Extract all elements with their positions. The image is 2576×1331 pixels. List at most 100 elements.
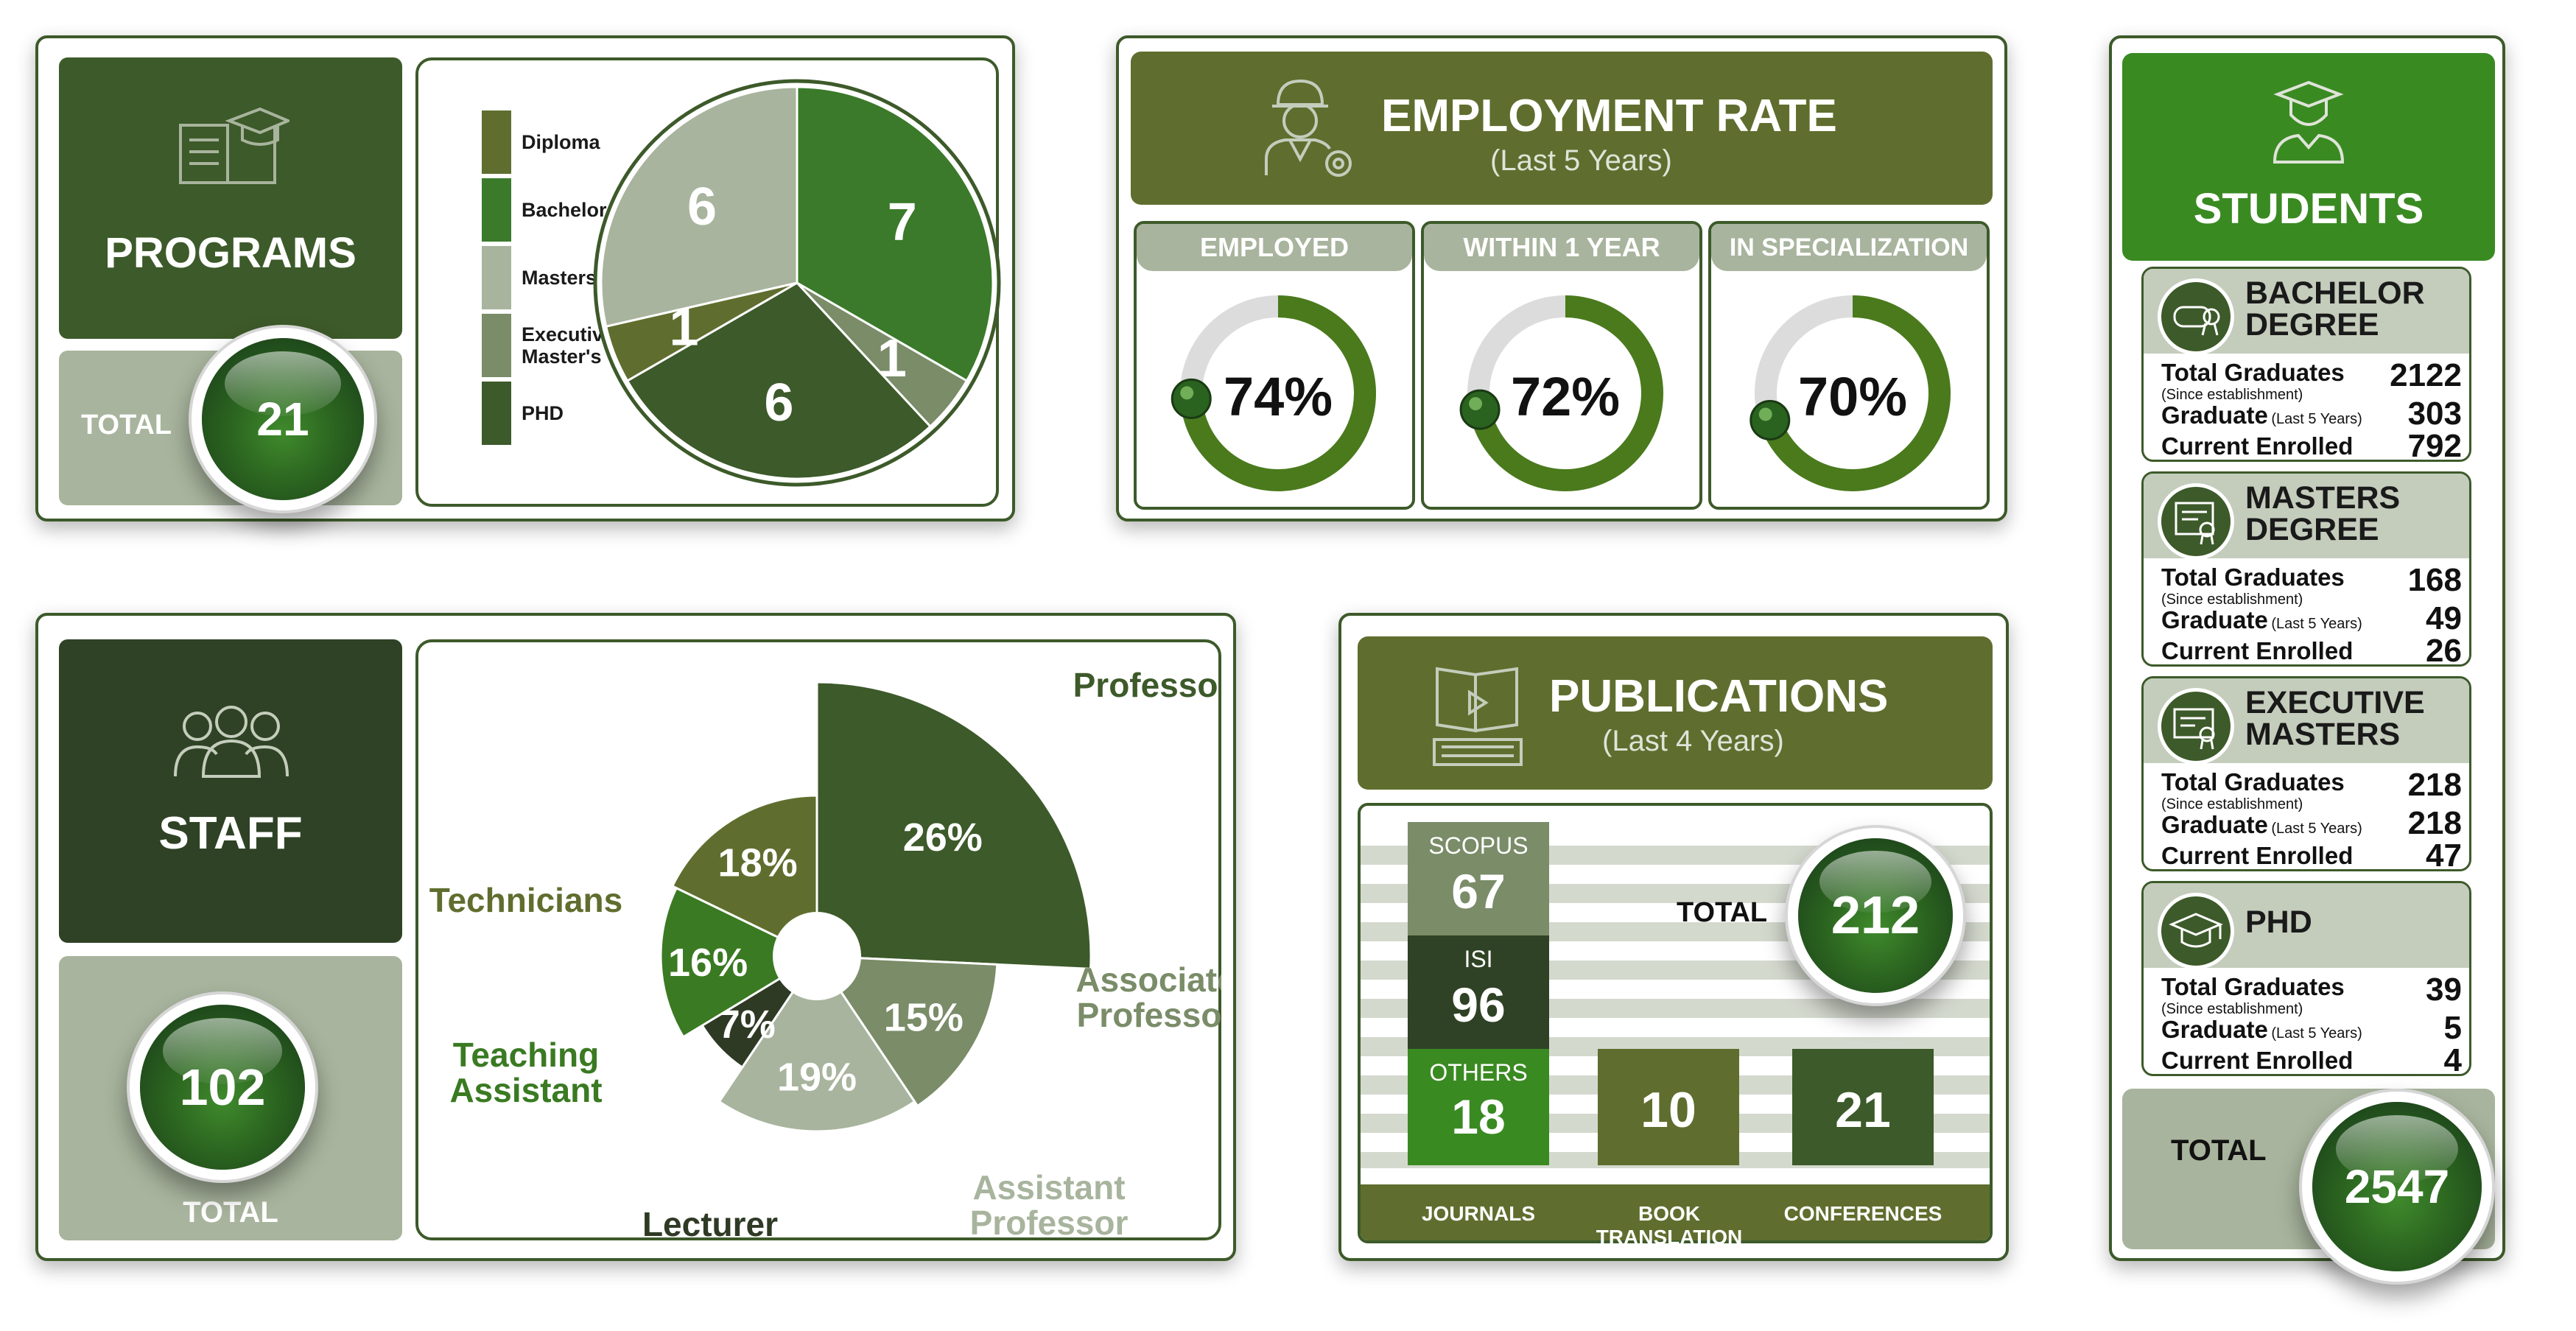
isi-bar: ISI 96 [1408,935,1549,1049]
programs-title: PROGRAMS [105,229,357,277]
masters-graduate-value: 49 [2426,600,2462,636]
executive-total-graduates-value: 218 [2407,767,2462,803]
staff-total-orb: 102 [140,1005,305,1170]
masters-total-graduates-row: Total Graduates 168 (Since establishment) [2161,562,2462,608]
scopus-value: 67 [1451,864,1506,919]
publications-header: PUBLICATIONS (Last 4 Years) [1358,636,1993,790]
masters-graduate-label: Graduate [2161,606,2268,633]
executive-graduate-label: Graduate [2161,811,2268,838]
phd-current-value: 4 [2443,1042,2462,1076]
pie-slice-bachelor [796,85,994,383]
in-specialization-value: 70% [1797,366,1908,427]
rose-label-assistant-professor: Assistant [972,1168,1125,1207]
phd-title: PHD [2245,907,2312,938]
legend-executive-masters-label: Executive Master's [522,323,615,368]
rose-slice-associate-professor [815,955,999,1108]
masters-degree-title-2: DEGREE [2245,512,2379,547]
in-specialization-donut [1749,295,1951,491]
employment-panel: EMPLOYMENT RATE (Last 5 Years) EMPLOYED … [1116,35,2007,521]
executive-masters-title-2: MASTERS [2245,717,2401,752]
staff-title: STAFF [158,808,303,859]
executive-masters-title: EXECUTIVE MASTERS [2245,687,2425,751]
rose-label-technicians: Technicians [429,881,622,919]
book-translation-value: 10 [1640,1082,1696,1138]
bachelor-graduate-label: Graduate [2161,401,2268,429]
programs-title-box: PROGRAMS [59,57,402,339]
employed-card: EMPLOYED 74% [1134,221,1415,510]
publications-panel: PUBLICATIONS (Last 4 Years) SCOPUS 67 IS… [1338,613,2009,1261]
book-translation-bar: 10 [1598,1049,1739,1165]
staff-rose-chart: 26%Professor15%AssociateProfessor19%Assi… [429,666,1221,1240]
publications-subtitle: (Last 4 Years) [1602,725,1784,757]
masters-current-value: 26 [2426,633,2462,667]
legend-bachelor: Bachelor [482,178,607,242]
phd-section: PHD Total Graduates 39 (Since establishmen… [2141,881,2471,1076]
rose-slice-technicians [670,794,818,958]
phd-current-label: Current Enrolled [2161,1047,2354,1074]
pie-label-masters: 6 [687,178,717,236]
bachelor-current-row: Current Enrolled 792 [2161,428,2462,460]
category-bar [1361,1184,1990,1240]
in-specialization-card: IN SPECIALIZATION 70% [1708,221,1990,510]
rose-label-lecturer: Lecturer [642,1205,778,1240]
computer-book-icon [1433,667,1523,766]
employment-header: EMPLOYMENT RATE (Last 5 Years) [1131,52,1993,205]
category-book-translation: BOOK TRANSLATION [1596,1202,1743,1249]
legend-diploma-label: Diploma [522,131,600,153]
executive-graduate-value: 218 [2407,805,2462,841]
phd-total-graduates-row: Total Graduates 39 (Since establishment) [2161,972,2462,1018]
legend-executive-masters: Executive Master's [482,314,614,377]
category-journals: JOURNALS [1421,1202,1535,1225]
masters-graduate-row: Graduate (Last 5 Years) 49 [2161,600,2462,636]
executive-total-graduates-label: Total Graduates [2161,768,2345,796]
students-total-label: TOTAL [2171,1134,2267,1167]
rose-center-hole [773,912,861,1000]
employment-title: EMPLOYMENT RATE [1381,91,1837,141]
graduation-cap-icon [2161,896,2231,966]
rose-label-teaching-assistant-2: Assistant [449,1071,602,1109]
others-label: OTHERS [1429,1059,1528,1086]
executive-total-graduates-row: Total Graduates 218 (Since establishment) [2161,767,2462,813]
bachelor-degree-section: BACHELOR DEGREE Total Graduates 2122 (Since… [2141,267,2471,462]
masters-since-label: (Since establishment) [2161,591,2303,608]
rose-value-technicians: 18% [718,841,798,885]
rose-value-assistant-professor: 19% [777,1055,857,1099]
rose-value-professor: 26% [903,815,983,860]
legend-masters-label: Masters [522,267,597,289]
bachelor-graduate-value: 303 [2407,396,2462,432]
rose-slice-teaching-assistant [659,886,820,1039]
employed-donut [1171,295,1376,491]
students-total-orb: 2547 [2312,1102,2482,1271]
students-title: STUDENTS [2193,185,2424,233]
book-graduation-icon [179,107,289,184]
students-total-value: 2547 [2344,1160,2450,1213]
programs-panel: PROGRAMS TOTAL 21 Diploma Bachelor Maste… [35,35,1015,521]
phd-graduate-value: 5 [2443,1010,2462,1046]
donut-knob-highlight [1758,407,1772,421]
within-one-year-donut [1459,295,1663,491]
pie-label-bachelor: 7 [888,193,917,252]
publications-total-label: TOTAL [1677,897,1768,928]
executive-current-row: Current Enrolled 47 [2161,837,2462,869]
legend-diploma: Diploma [482,110,600,174]
bachelor-degree-title-2: DEGREE [2245,307,2379,343]
students-header: STUDENTS [2122,53,2495,261]
within-one-year-label: WITHIN 1 YEAR [1424,224,1699,271]
masters-total-graduates-value: 168 [2407,562,2462,598]
bachelor-total-graduates-value: 2122 [2390,357,2462,393]
within-one-year-card: WITHIN 1 YEAR 72% [1421,221,1702,510]
executive-graduate-row: Graduate (Last 5 Years) 218 [2161,805,2462,841]
scopus-label: SCOPUS [1428,832,1529,859]
donut-knob-highlight [1180,386,1194,400]
executive-current-label: Current Enrolled [2161,842,2354,869]
category-conferences: CONFERENCES [1783,1202,1942,1225]
phd-total-graduates-value: 39 [2426,972,2462,1008]
executive-masters-section: EXECUTIVE MASTERS Total Graduates 218 (Sinc… [2141,676,2471,871]
bachelor-last5-label: (Last 5 Years) [2271,411,2362,427]
masters-total-graduates-label: Total Graduates [2161,563,2345,591]
employment-subtitle: (Last 5 Years) [1490,144,1672,177]
legend-phd-label: PHD [522,402,564,424]
phd-total-graduates-label: Total Graduates [2161,973,2345,1000]
masters-degree-title-1: MASTERS [2245,480,2401,516]
